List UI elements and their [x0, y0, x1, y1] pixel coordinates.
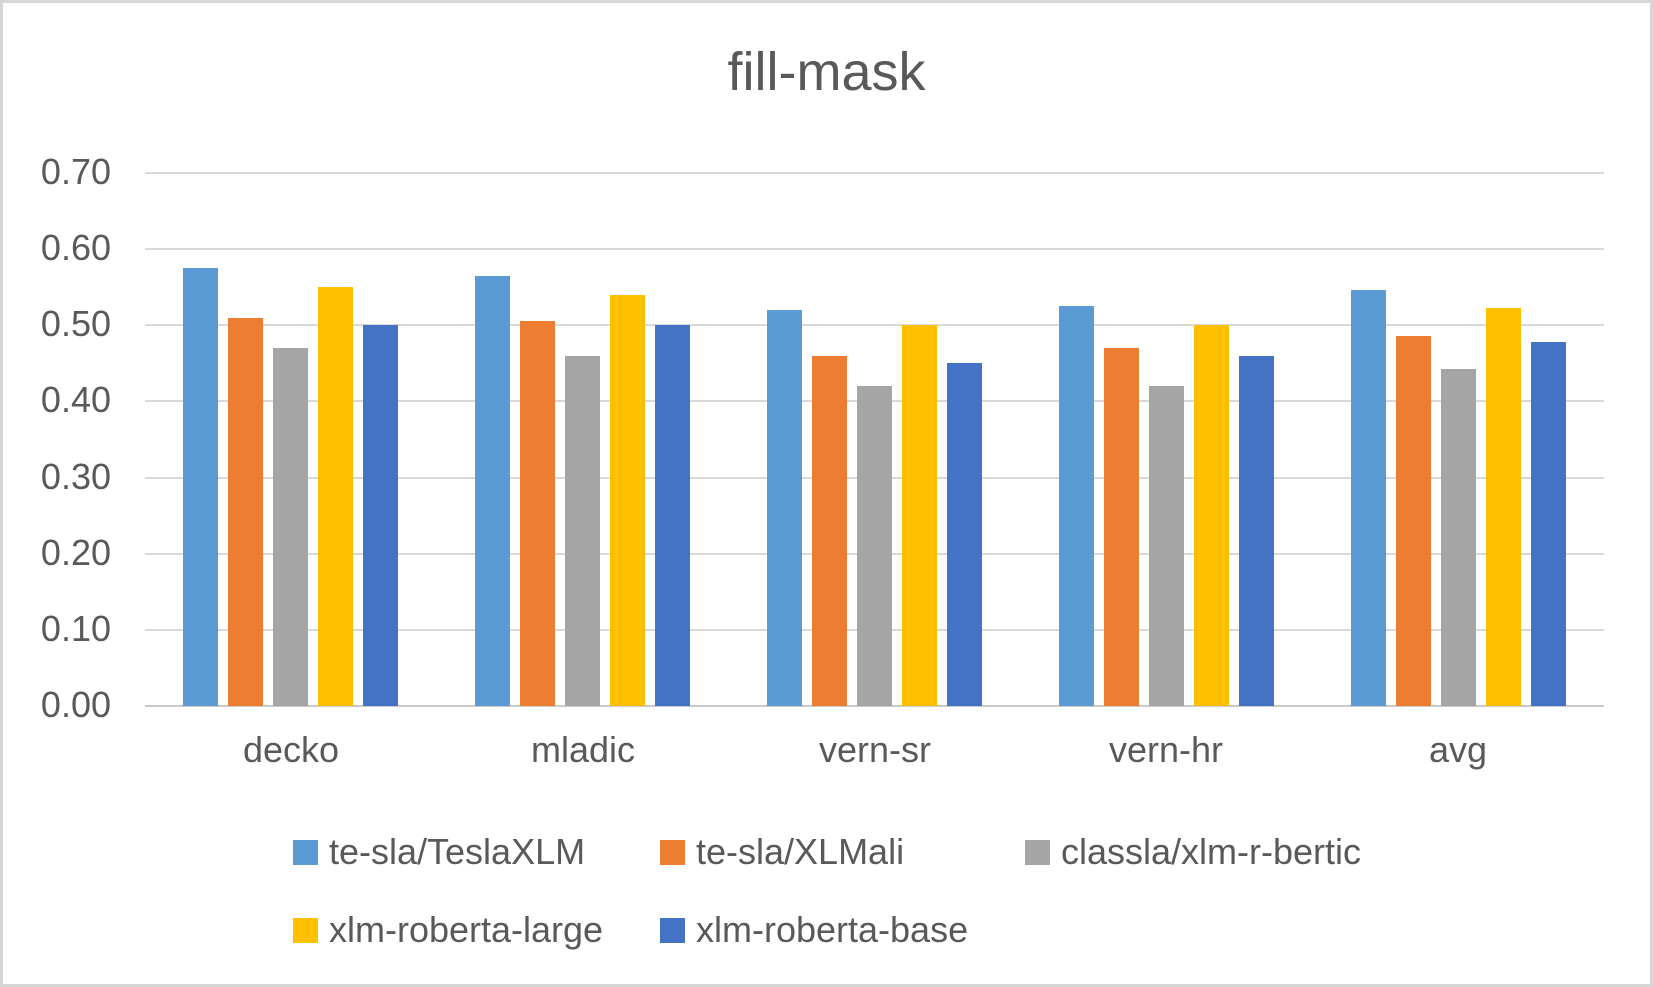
bar-vern-sr-te-sla/XLMali [812, 356, 847, 706]
bar-avg-xlm-roberta-large [1486, 308, 1521, 706]
y-axis-tick-label: 0.70 [40, 151, 111, 192]
bar-vern-sr-te-sla/TeslaXLM [767, 310, 802, 706]
bar-avg-te-sla/XLMali [1396, 336, 1431, 706]
y-axis-tick-label: 0.30 [40, 455, 111, 497]
y-axis-tick-label: 0.20 [40, 531, 111, 573]
bar-avg-te-sla/TeslaXLM [1351, 290, 1386, 706]
legend-marker-icon [660, 839, 685, 865]
bar-avg-classla/xlm-r-bertic [1441, 369, 1476, 706]
legend-marker-icon [1025, 839, 1050, 865]
bar-vern-hr-te-sla/TeslaXLM [1059, 306, 1094, 706]
bar-vern-sr-xlm-roberta-large [902, 325, 937, 706]
x-axis-label-mladic: mladic [530, 729, 636, 770]
legend-marker-icon [293, 839, 318, 865]
x-axis-label-vern-sr: vern-sr [818, 729, 931, 770]
bar-vern-hr-xlm-roberta-large [1194, 325, 1229, 706]
x-axis-line [145, 705, 1604, 707]
legend-label: classla/xlm-r-bertic [1061, 831, 1362, 872]
legend-item-te-sla/XLMali: te-sla/XLMali [660, 831, 905, 872]
chart-title: fill-mask [727, 42, 926, 102]
bar-vern-hr-te-sla/XLMali [1104, 348, 1139, 706]
bar-decko-te-sla/XLMali [228, 318, 263, 706]
bar-mladic-xlm-roberta-base [655, 325, 690, 706]
bar-vern-sr-xlm-roberta-base [947, 363, 982, 706]
legend-item-xlm-roberta-base: xlm-roberta-base [660, 909, 969, 950]
legend-label: xlm-roberta-large [329, 909, 604, 950]
gridline-0.50 [145, 324, 1604, 327]
y-axis-tick-label: 0.50 [40, 303, 111, 345]
bar-vern-hr-classla/xlm-r-bertic [1149, 386, 1184, 706]
bar-decko-te-sla/TeslaXLM [183, 268, 218, 706]
plot-area [145, 172, 1604, 707]
bar-avg-xlm-roberta-base [1531, 342, 1566, 706]
y-axis-tick-label: 0.00 [40, 684, 111, 725]
legend-item-classla/xlm-r-bertic: classla/xlm-r-bertic [1025, 831, 1362, 872]
bar-mladic-te-sla/TeslaXLM [475, 276, 510, 706]
x-axis-label-avg: avg [1428, 729, 1488, 770]
legend-item-xlm-roberta-large: xlm-roberta-large [293, 909, 604, 950]
bar-decko-xlm-roberta-base [363, 325, 398, 706]
legend-marker-icon [293, 917, 318, 943]
bar-decko-xlm-roberta-large [318, 287, 353, 706]
y-axis-tick-label: 0.60 [40, 227, 111, 269]
x-axis-label-decko: decko [242, 729, 340, 770]
legend-label: xlm-roberta-base [696, 909, 969, 950]
bar-vern-hr-xlm-roberta-base [1239, 356, 1274, 706]
bar-mladic-te-sla/XLMali [520, 321, 555, 706]
x-axis-label-vern-hr: vern-hr [1108, 729, 1224, 770]
gridline-0.70 [145, 172, 1604, 174]
bar-vern-sr-classla/xlm-r-bertic [857, 386, 892, 706]
bar-decko-classla/xlm-r-bertic [273, 348, 308, 706]
legend-label: te-sla/XLMali [696, 831, 905, 872]
legend-label: te-sla/TeslaXLM [329, 831, 586, 872]
y-axis-tick-label: 0.40 [40, 379, 111, 421]
gridline-0.60 [145, 248, 1604, 251]
y-axis-tick-label: 0.10 [40, 607, 111, 649]
legend-item-te-sla/TeslaXLM: te-sla/TeslaXLM [293, 831, 586, 872]
bar-mladic-classla/xlm-r-bertic [565, 356, 600, 706]
legend-marker-icon [660, 917, 685, 943]
bar-mladic-xlm-roberta-large [610, 295, 645, 706]
